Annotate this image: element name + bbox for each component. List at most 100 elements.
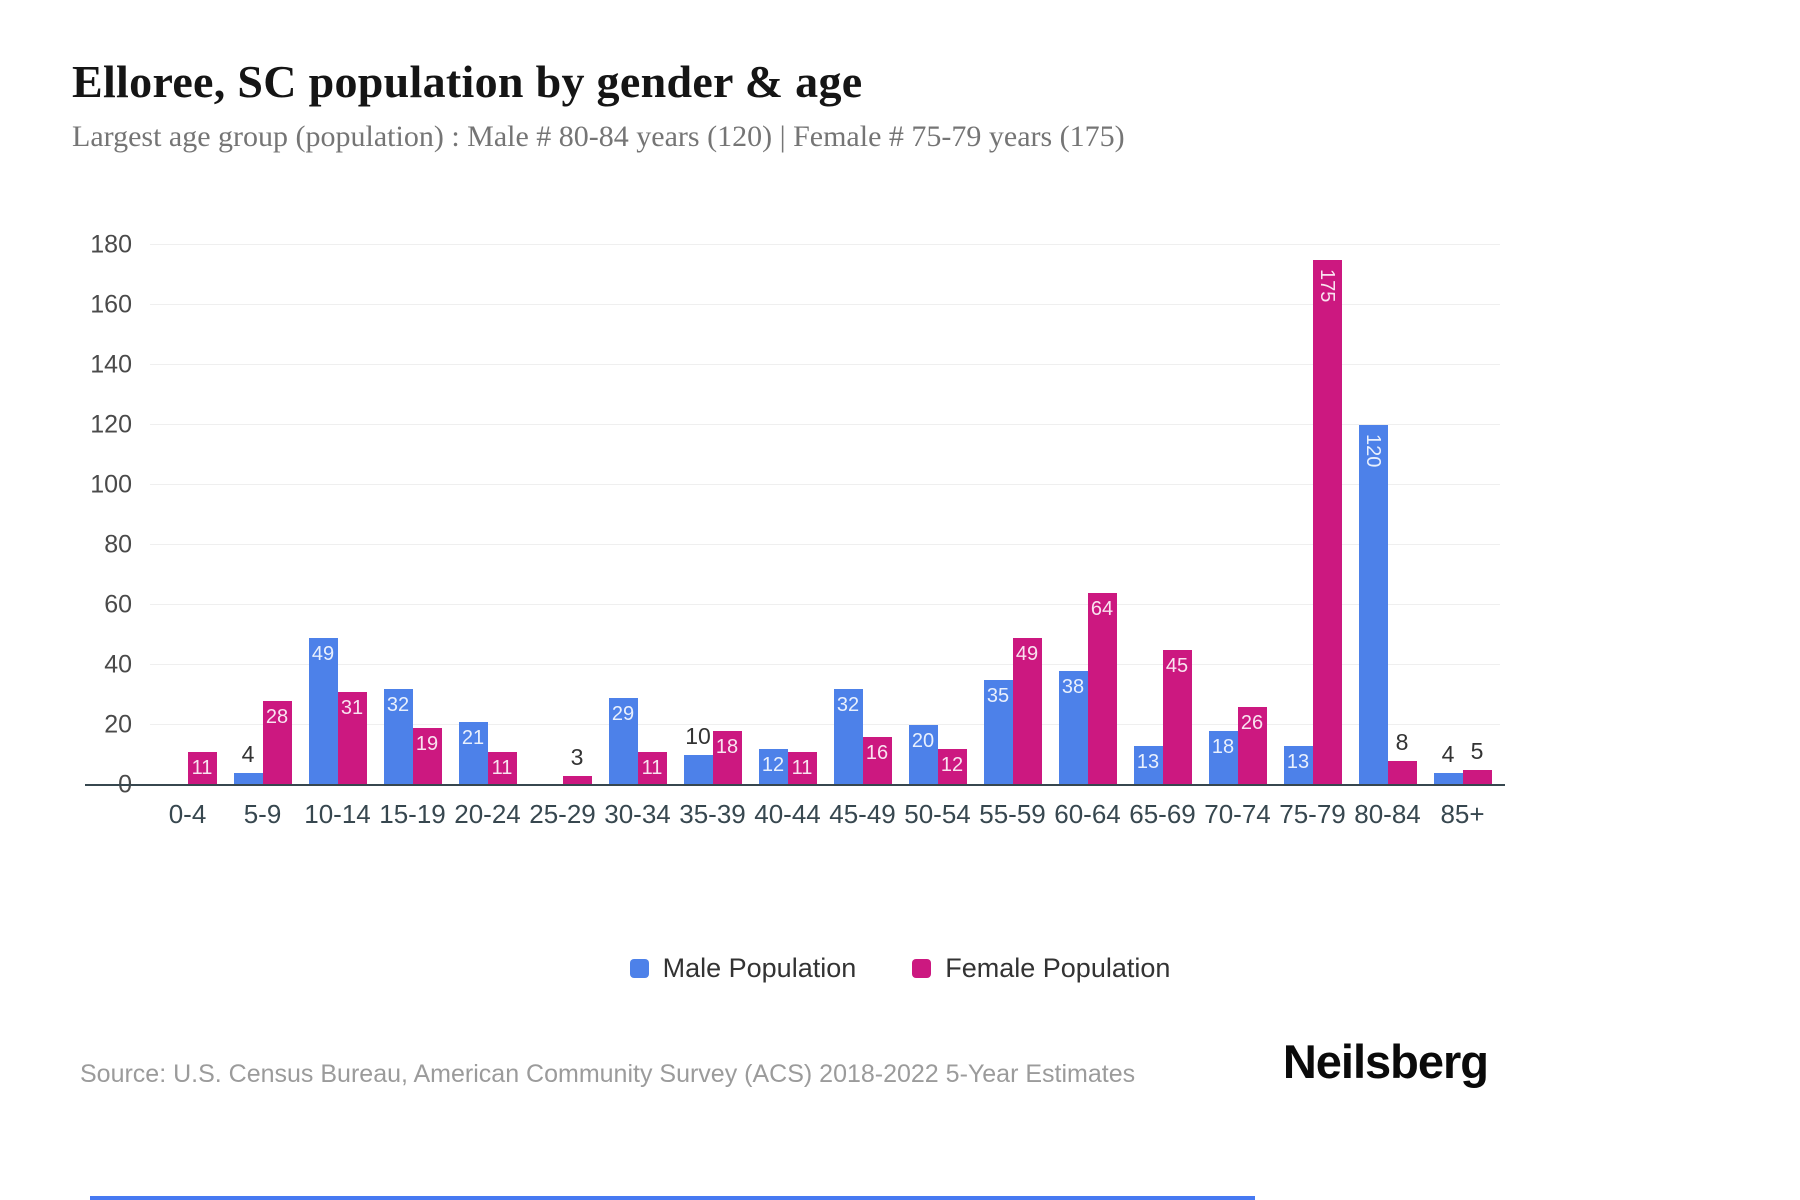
bar-value-label: 16 — [865, 742, 889, 764]
male-bar: 4 — [233, 743, 263, 785]
x-tick-label: 20-24 — [454, 799, 521, 829]
female-bar: 3 — [562, 746, 592, 785]
bar-pair: 3 — [525, 245, 600, 785]
legend-label: Female Population — [945, 953, 1171, 983]
x-tick-label: 75-79 — [1279, 799, 1346, 829]
gridline — [150, 724, 1500, 725]
y-tick-label: 80 — [104, 530, 132, 559]
bar-value-label: 4 — [1441, 741, 1455, 767]
bar-group: 12 11 40-44 — [750, 245, 825, 829]
bar-pair: 13 45 — [1125, 245, 1200, 785]
bar-group: 32 19 15-19 — [375, 245, 450, 829]
bar-pair: 4 28 — [225, 245, 300, 785]
bar-value-label: 49 — [1015, 643, 1039, 665]
male-bar: 21 — [458, 722, 488, 785]
x-tick-label: 35-39 — [679, 799, 746, 829]
bar-value-label: 18 — [715, 736, 739, 758]
bar-value-label: 13 — [1286, 751, 1310, 773]
male-bar: 32 — [383, 689, 413, 785]
y-tick-label: 120 — [90, 410, 132, 439]
bar-group: 11 0-4 — [150, 245, 225, 829]
bar-pair: 120 8 — [1350, 245, 1425, 785]
bar-value-label: 8 — [1395, 729, 1409, 755]
bar-group: 21 11 20-24 — [450, 245, 525, 829]
gridline — [150, 424, 1500, 425]
bar-value-label: 4 — [241, 741, 255, 767]
bar-pair: 49 31 — [300, 245, 375, 785]
gridline — [150, 544, 1500, 545]
male-bar: 12 — [758, 749, 788, 785]
male-bar: 13 — [1283, 746, 1313, 785]
bar-group: 38 64 60-64 — [1050, 245, 1125, 829]
bar-value-label: 11 — [641, 757, 663, 779]
male-legend-swatch — [629, 959, 649, 978]
bar-pair: 20 12 — [900, 245, 975, 785]
x-tick-label: 15-19 — [379, 799, 446, 829]
x-tick-label: 10-14 — [304, 799, 371, 829]
male-bar: 20 — [908, 725, 938, 785]
y-tick-label: 60 — [104, 590, 132, 619]
bar-pair: 35 49 — [975, 245, 1050, 785]
bar-group: 35 49 55-59 — [975, 245, 1050, 829]
bar-group: 3 25-29 — [525, 245, 600, 830]
bar-value-label: 28 — [265, 706, 289, 728]
gridline — [150, 244, 1500, 245]
female-bar: 31 — [337, 692, 367, 785]
male-bar: 29 — [608, 698, 638, 785]
bar-value-label: 10 — [685, 723, 711, 749]
female-bar: 5 — [1462, 740, 1492, 785]
male-bar: 38 — [1058, 671, 1088, 785]
gridline — [150, 364, 1500, 365]
x-tick-label: 5-9 — [243, 799, 282, 829]
female-bar: 19 — [412, 728, 442, 785]
female-bar: 28 — [262, 701, 292, 785]
bar-group: 32 16 45-49 — [825, 245, 900, 829]
female-bar: 49 — [1012, 638, 1042, 785]
y-tick-label: 160 — [90, 290, 132, 319]
bar-value-label: 3 — [570, 744, 584, 770]
male-bar: 49 — [308, 638, 338, 785]
x-tick-label: 55-59 — [979, 799, 1046, 829]
x-axis-line — [85, 784, 1505, 786]
bar-value-label: 31 — [340, 697, 364, 719]
x-tick-label: 40-44 — [754, 799, 821, 829]
bar-pair: 12 11 — [750, 245, 825, 785]
bar-value-label: 13 — [1136, 751, 1160, 773]
bar-group: 29 11 30-34 — [600, 245, 675, 829]
female-bar: 45 — [1162, 650, 1192, 785]
x-tick-label: 0-4 — [168, 799, 207, 829]
x-tick-label: 50-54 — [904, 799, 971, 829]
bar-value-label: 32 — [836, 694, 860, 716]
x-tick-label: 60-64 — [1054, 799, 1121, 829]
bar-value-label: 11 — [791, 757, 813, 779]
legend-item-male[interactable]: Male Population — [629, 953, 857, 984]
female-bar: 18 — [712, 731, 742, 785]
x-tick-label: 80-84 — [1354, 799, 1421, 829]
bar-group: 49 31 10-14 — [300, 245, 375, 829]
male-bar: 10 — [683, 725, 713, 785]
bar-pair: 29 11 — [600, 245, 675, 785]
male-bar: 13 — [1133, 746, 1163, 785]
legend: Male Population Female Population — [0, 953, 1800, 984]
bar-group: 20 12 50-54 — [900, 245, 975, 829]
legend-item-female[interactable]: Female Population — [912, 953, 1170, 984]
male-bar: 120 — [1358, 425, 1388, 785]
page-subtitle: Largest age group (population) : Male # … — [72, 120, 1125, 153]
x-tick-label: 25-29 — [529, 799, 596, 829]
bar-value-label: 21 — [461, 727, 485, 749]
bar-group: 120 8 80-84 — [1350, 245, 1425, 829]
male-bar: 35 — [983, 680, 1013, 785]
female-bar: 26 — [1237, 707, 1267, 785]
bar-group: 10 18 35-39 — [675, 245, 750, 830]
bar-pair: 32 16 — [825, 245, 900, 785]
y-tick-label: 180 — [90, 230, 132, 259]
bar-value-label: 11 — [491, 757, 513, 779]
gridline — [150, 484, 1500, 485]
female-bar: 64 — [1087, 593, 1117, 785]
bar-group: 18 26 70-74 — [1200, 245, 1275, 829]
y-tick-label: 20 — [104, 710, 132, 739]
bar-pair: 11 — [150, 245, 225, 785]
female-bar: 11 — [637, 752, 667, 785]
legend-label: Male Population — [662, 953, 857, 983]
female-bar: 11 — [787, 752, 817, 785]
